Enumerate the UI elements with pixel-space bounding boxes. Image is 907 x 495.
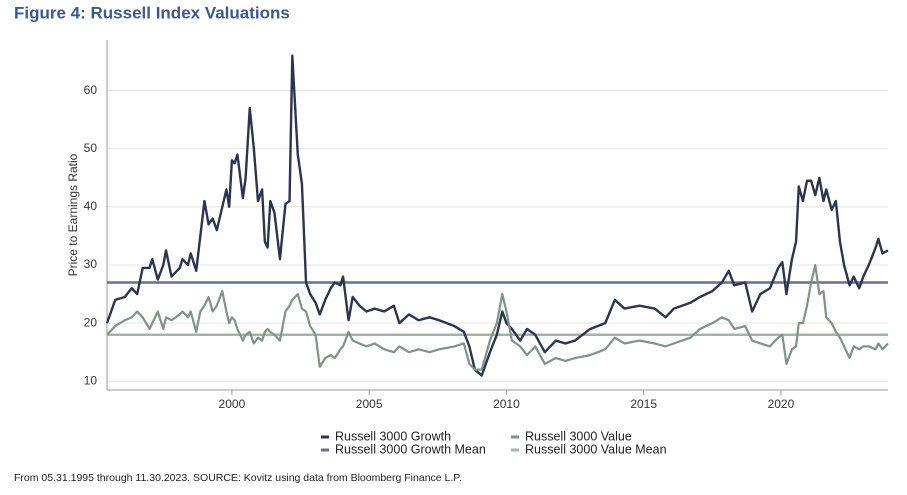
y-tick-label: 10 bbox=[84, 373, 98, 387]
series-line bbox=[106, 263, 889, 371]
legend-label: Russell 3000 Growth bbox=[335, 429, 451, 443]
x-tick-label: 2020 bbox=[768, 397, 795, 411]
chart-title: Figure 4: Russell Index Valuations bbox=[14, 3, 290, 22]
y-axis-label: Price to Earnings Ratio bbox=[66, 153, 80, 276]
legend-swatch bbox=[321, 435, 329, 439]
legend-label: Russell 3000 Value bbox=[525, 429, 632, 443]
y-tick-label: 40 bbox=[84, 199, 98, 213]
x-tick-label: 2010 bbox=[493, 397, 520, 411]
legend-swatch bbox=[511, 435, 519, 439]
y-tick-label: 30 bbox=[84, 257, 98, 271]
x-tick-label: 2015 bbox=[630, 397, 657, 411]
y-tick-label: 20 bbox=[84, 315, 98, 329]
series-line bbox=[105, 54, 889, 377]
y-tick-label: 60 bbox=[84, 83, 98, 97]
x-tick-label: 2000 bbox=[219, 397, 246, 411]
legend-swatch bbox=[321, 448, 329, 452]
y-tick-label: 50 bbox=[84, 141, 98, 155]
legend-label: Russell 3000 Value Mean bbox=[525, 442, 667, 456]
footnote: From 05.31.1995 through 11.30.2023. SOUR… bbox=[14, 472, 462, 484]
x-tick-label: 2005 bbox=[356, 397, 383, 411]
legend-swatch bbox=[511, 448, 519, 452]
legend-label: Russell 3000 Growth Mean bbox=[335, 442, 486, 456]
